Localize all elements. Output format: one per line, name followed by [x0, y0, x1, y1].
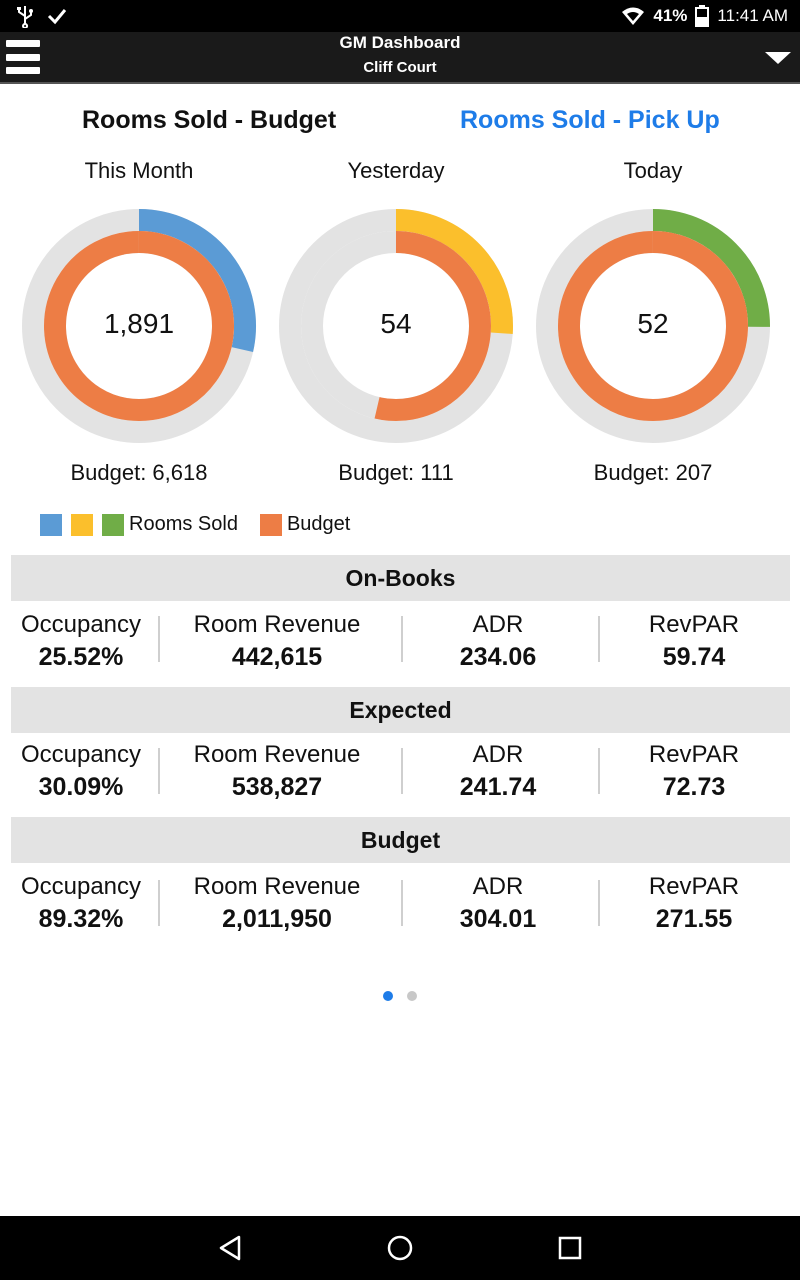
metric-label: RevPAR [648, 741, 740, 768]
budget-arc [44, 231, 234, 421]
chart-legend: Rooms Sold Budget [40, 513, 350, 536]
metric-adr: ADR 304.01 [403, 873, 593, 934]
metric-label: Occupancy [20, 611, 142, 638]
rooms-sold-value-yesterday: 54 [380, 308, 412, 339]
section-header-expected: Expected [11, 687, 790, 733]
metric-value: 304.01 [459, 905, 537, 933]
page-indicator-dot-active[interactable] [383, 991, 393, 1001]
divider [158, 880, 160, 926]
page-indicator-dot[interactable] [407, 991, 417, 1001]
metric-label: ADR [472, 873, 524, 900]
metric-value: 538,827 [231, 773, 323, 801]
metric-occupancy: Occupancy 25.52% [11, 611, 151, 672]
divider [158, 616, 160, 662]
status-bar: 41% 11:41 AM [0, 0, 800, 32]
battery-percent: 41% [653, 6, 688, 25]
home-circle-icon[interactable] [384, 1232, 416, 1264]
legend-swatch-green [102, 513, 124, 536]
divider [598, 748, 600, 794]
section-header-budget: Budget [11, 817, 790, 863]
check-icon [47, 9, 67, 25]
legend-swatch-orange [259, 513, 282, 536]
budget-arc [374, 231, 491, 421]
legend-swatch-blue [40, 513, 62, 536]
property-name: Cliff Court [363, 59, 437, 76]
app-bar: GM Dashboard Cliff Court [0, 32, 800, 84]
metric-value: 72.73 [662, 773, 726, 801]
divider [401, 880, 403, 926]
metric-label: Room Revenue [193, 741, 361, 768]
navigation-bar [0, 1216, 800, 1280]
divider [158, 748, 160, 794]
divider [401, 616, 403, 662]
metric-value: 442,615 [231, 643, 323, 671]
donut-chart-today [536, 209, 770, 443]
rooms-sold-arc [395, 209, 513, 334]
usb-icon [17, 6, 33, 28]
metric-room-revenue: Room Revenue 2,011,950 [162, 873, 392, 934]
metric-occupancy: Occupancy 30.09% [11, 741, 151, 802]
app-title: GM Dashboard [339, 33, 461, 52]
donut-chart-yesterday [279, 209, 513, 443]
back-triangle-icon[interactable] [214, 1232, 246, 1264]
rooms-sold-value-today: 52 [637, 308, 669, 339]
rooms-sold-arc [652, 209, 770, 327]
metric-occupancy: Occupancy 89.32% [11, 873, 151, 934]
tab-rooms-sold-pickup[interactable]: Rooms Sold - Pick Up [460, 106, 720, 134]
clock: 11:41 AM [717, 6, 788, 25]
metric-value: 234.06 [459, 643, 537, 671]
metric-label: Occupancy [20, 873, 142, 900]
metric-label: Room Revenue [193, 611, 361, 638]
metric-label: ADR [472, 741, 524, 768]
metric-value: 59.74 [662, 643, 726, 671]
rooms-sold-arc [138, 209, 256, 353]
metric-value: 30.09% [38, 773, 124, 801]
donut-chart-this-month [22, 209, 256, 443]
metric-label: RevPAR [648, 873, 740, 900]
wifi-icon [622, 7, 645, 25]
chart-title-yesterday: Yesterday [347, 158, 445, 183]
chart-title-today: Today [623, 158, 683, 183]
metric-room-revenue: Room Revenue 538,827 [162, 741, 392, 802]
metric-label: Room Revenue [193, 873, 361, 900]
battery-icon [695, 5, 710, 27]
metric-value: 241.74 [459, 773, 537, 801]
budget-label-yesterday: Budget: 111 [338, 460, 454, 485]
metric-label: Occupancy [20, 741, 142, 768]
metric-value: 25.52% [38, 643, 124, 671]
hamburger-menu-icon[interactable] [6, 40, 40, 74]
metric-revpar: RevPAR 271.55 [600, 873, 788, 934]
budget-label-this-month: Budget: 6,618 [70, 460, 208, 485]
metric-adr: ADR 241.74 [403, 741, 593, 802]
divider [598, 616, 600, 662]
metric-value: 271.55 [655, 905, 733, 933]
chart-title-this-month: This Month [84, 158, 194, 183]
metric-label: ADR [472, 611, 524, 638]
budget-arc [558, 231, 748, 421]
rooms-sold-value-this-month: 1,891 [103, 308, 175, 339]
metric-room-revenue: Room Revenue 442,615 [162, 611, 392, 672]
metric-value: 89.32% [38, 905, 124, 933]
divider [401, 748, 403, 794]
metric-value: 2,011,950 [222, 905, 332, 933]
metric-adr: ADR 234.06 [403, 611, 593, 672]
section-header-on-books: On-Books [11, 555, 790, 601]
metric-revpar: RevPAR 72.73 [600, 741, 788, 802]
budget-label-today: Budget: 207 [593, 460, 713, 485]
metric-label: RevPAR [648, 611, 740, 638]
tab-rooms-sold-budget[interactable]: Rooms Sold - Budget [82, 106, 337, 134]
recents-square-icon[interactable] [554, 1232, 586, 1264]
triangle-down-icon[interactable] [764, 48, 792, 68]
legend-label-budget: Budget [286, 513, 351, 535]
legend-swatch-yellow [71, 513, 93, 536]
divider [598, 880, 600, 926]
metric-revpar: RevPAR 59.74 [600, 611, 788, 672]
legend-label-rooms-sold: Rooms Sold [129, 513, 238, 535]
